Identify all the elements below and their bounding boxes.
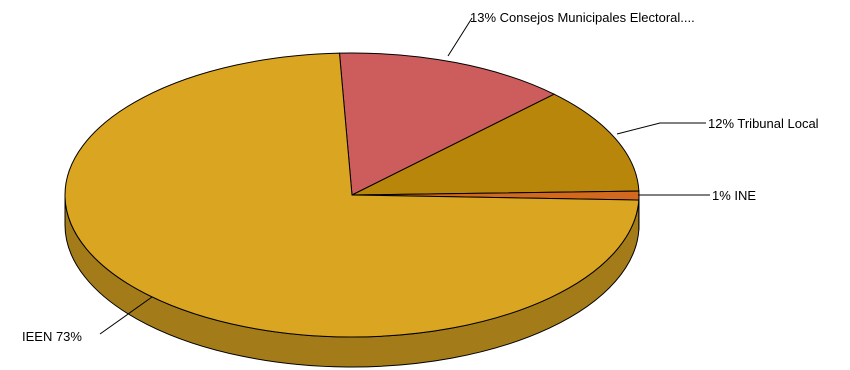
slice-tribunal [351, 93, 640, 196]
slice-consejos [338, 52, 556, 196]
label-ine: 1% INE [712, 188, 756, 203]
label-tribunal: 12% Tribunal Local [708, 116, 819, 131]
leader-ieen [99, 296, 153, 335]
pie-slices [64, 52, 640, 338]
leader-tribunal [616, 122, 706, 135]
label-consejos: 13% Consejos Municipales Electoral.... [470, 10, 695, 25]
leader-consejos [447, 17, 473, 57]
slice-ieen [64, 52, 640, 338]
label-ieen: IEEN 73% [22, 329, 82, 344]
